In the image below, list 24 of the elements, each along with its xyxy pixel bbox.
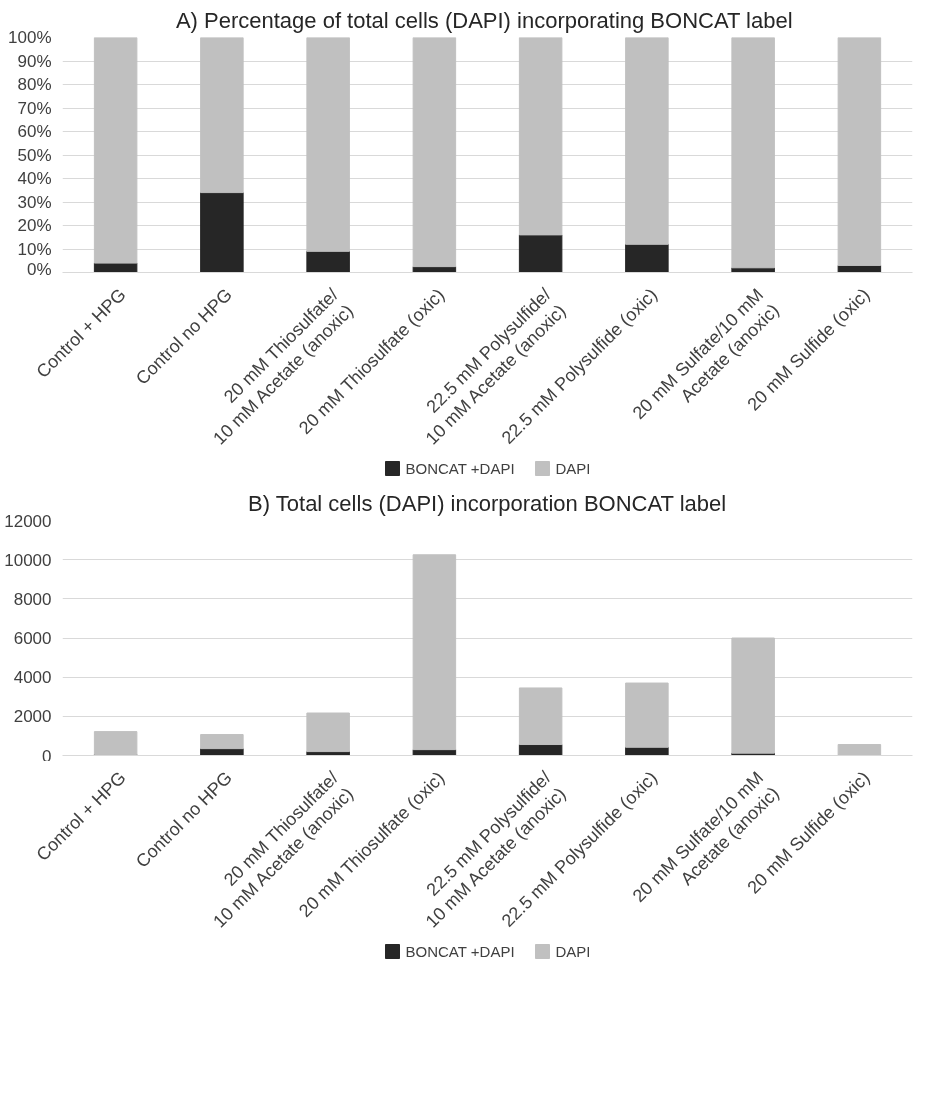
y-tick-label: 80% — [17, 75, 52, 94]
y-tick-label: 50% — [17, 145, 52, 165]
y-tick-label: 8000 — [13, 589, 52, 609]
y-tick-label: 100% — [8, 28, 52, 47]
y-tick-label: 70% — [17, 98, 52, 118]
y-tick-label: 2000 — [13, 707, 52, 727]
legend-label: BONCAT +DAPI — [405, 460, 515, 477]
y-tick-label: 4000 — [13, 668, 52, 688]
y-tick-label: 60% — [17, 122, 52, 141]
y-tick-label: 10000 — [4, 550, 52, 570]
chart-title: A) Percentage of total cells (DAPI) incorporating BONCAT label — [175, 7, 793, 33]
y-tick-label: 90% — [17, 51, 52, 71]
y-tick-label: 12000 — [4, 511, 52, 531]
y-tick-label: 0 — [42, 746, 52, 766]
legend-label: DAPI — [555, 460, 591, 477]
y-tick-label: 20% — [17, 216, 52, 235]
y-tick-label: 40% — [17, 169, 52, 188]
chart-title: B) Total cells (DAPI) incorporation BONCAT label — [248, 490, 727, 516]
legend-label: DAPI — [555, 943, 591, 960]
y-tick-label: 0% — [26, 259, 52, 279]
y-tick-label: 30% — [17, 192, 52, 212]
y-tick-label: 10% — [17, 239, 52, 259]
legend-label: BONCAT +DAPI — [405, 943, 515, 960]
y-tick-label: 6000 — [13, 629, 52, 648]
